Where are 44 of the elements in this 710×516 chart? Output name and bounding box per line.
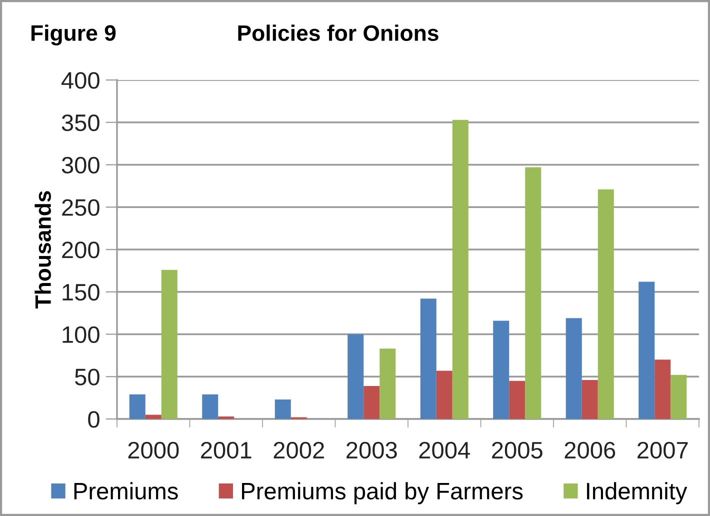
x-tick-label: 2004 bbox=[419, 442, 470, 459]
y-axis-title: Thousands bbox=[34, 191, 51, 309]
y-tick-label: 100 bbox=[62, 326, 100, 344]
caption: Figure 9 bbox=[31, 24, 116, 46]
chart-title: Policies for Onions bbox=[238, 24, 438, 41]
y-tick-label: 0 bbox=[88, 411, 100, 428]
y-tick-label: 50 bbox=[75, 368, 100, 386]
legend-label: Premiums paid by Farmers bbox=[242, 482, 523, 504]
bar bbox=[598, 189, 614, 419]
bar bbox=[654, 360, 671, 419]
bar bbox=[364, 386, 380, 419]
bar bbox=[218, 416, 234, 419]
bar bbox=[145, 414, 162, 419]
bar bbox=[380, 348, 396, 419]
bar bbox=[420, 298, 436, 419]
bar bbox=[638, 282, 655, 419]
bar bbox=[274, 400, 291, 419]
bar bbox=[670, 374, 687, 419]
bar bbox=[566, 318, 582, 419]
bar bbox=[452, 120, 468, 419]
legend-label: Premiums bbox=[74, 482, 178, 500]
bar bbox=[129, 394, 146, 419]
x-tick-label: 2005 bbox=[492, 442, 542, 459]
bar bbox=[161, 270, 178, 419]
bar bbox=[525, 167, 542, 419]
x-tick-label: 2003 bbox=[346, 442, 397, 459]
x-tick-label: 2002 bbox=[274, 442, 324, 459]
y-tick-label: 350 bbox=[62, 114, 100, 132]
x-tick-label: 2000 bbox=[128, 442, 179, 459]
legend-label: Indemnity bbox=[587, 482, 688, 504]
bar bbox=[202, 394, 218, 419]
bar bbox=[493, 320, 510, 419]
bar bbox=[509, 380, 526, 419]
y-tick-label: 200 bbox=[62, 242, 100, 258]
x-tick-label: 2001 bbox=[201, 442, 252, 459]
y-tick-label: 300 bbox=[62, 156, 100, 174]
bar bbox=[348, 334, 364, 419]
y-tick-label: 400 bbox=[61, 72, 100, 89]
bar bbox=[436, 370, 452, 419]
y-tick-label: 250 bbox=[62, 199, 100, 216]
x-tick-label: 2007 bbox=[638, 442, 688, 459]
bar bbox=[582, 380, 598, 419]
x-tick-label: 2006 bbox=[564, 442, 616, 459]
y-tick-label: 150 bbox=[62, 284, 100, 301]
